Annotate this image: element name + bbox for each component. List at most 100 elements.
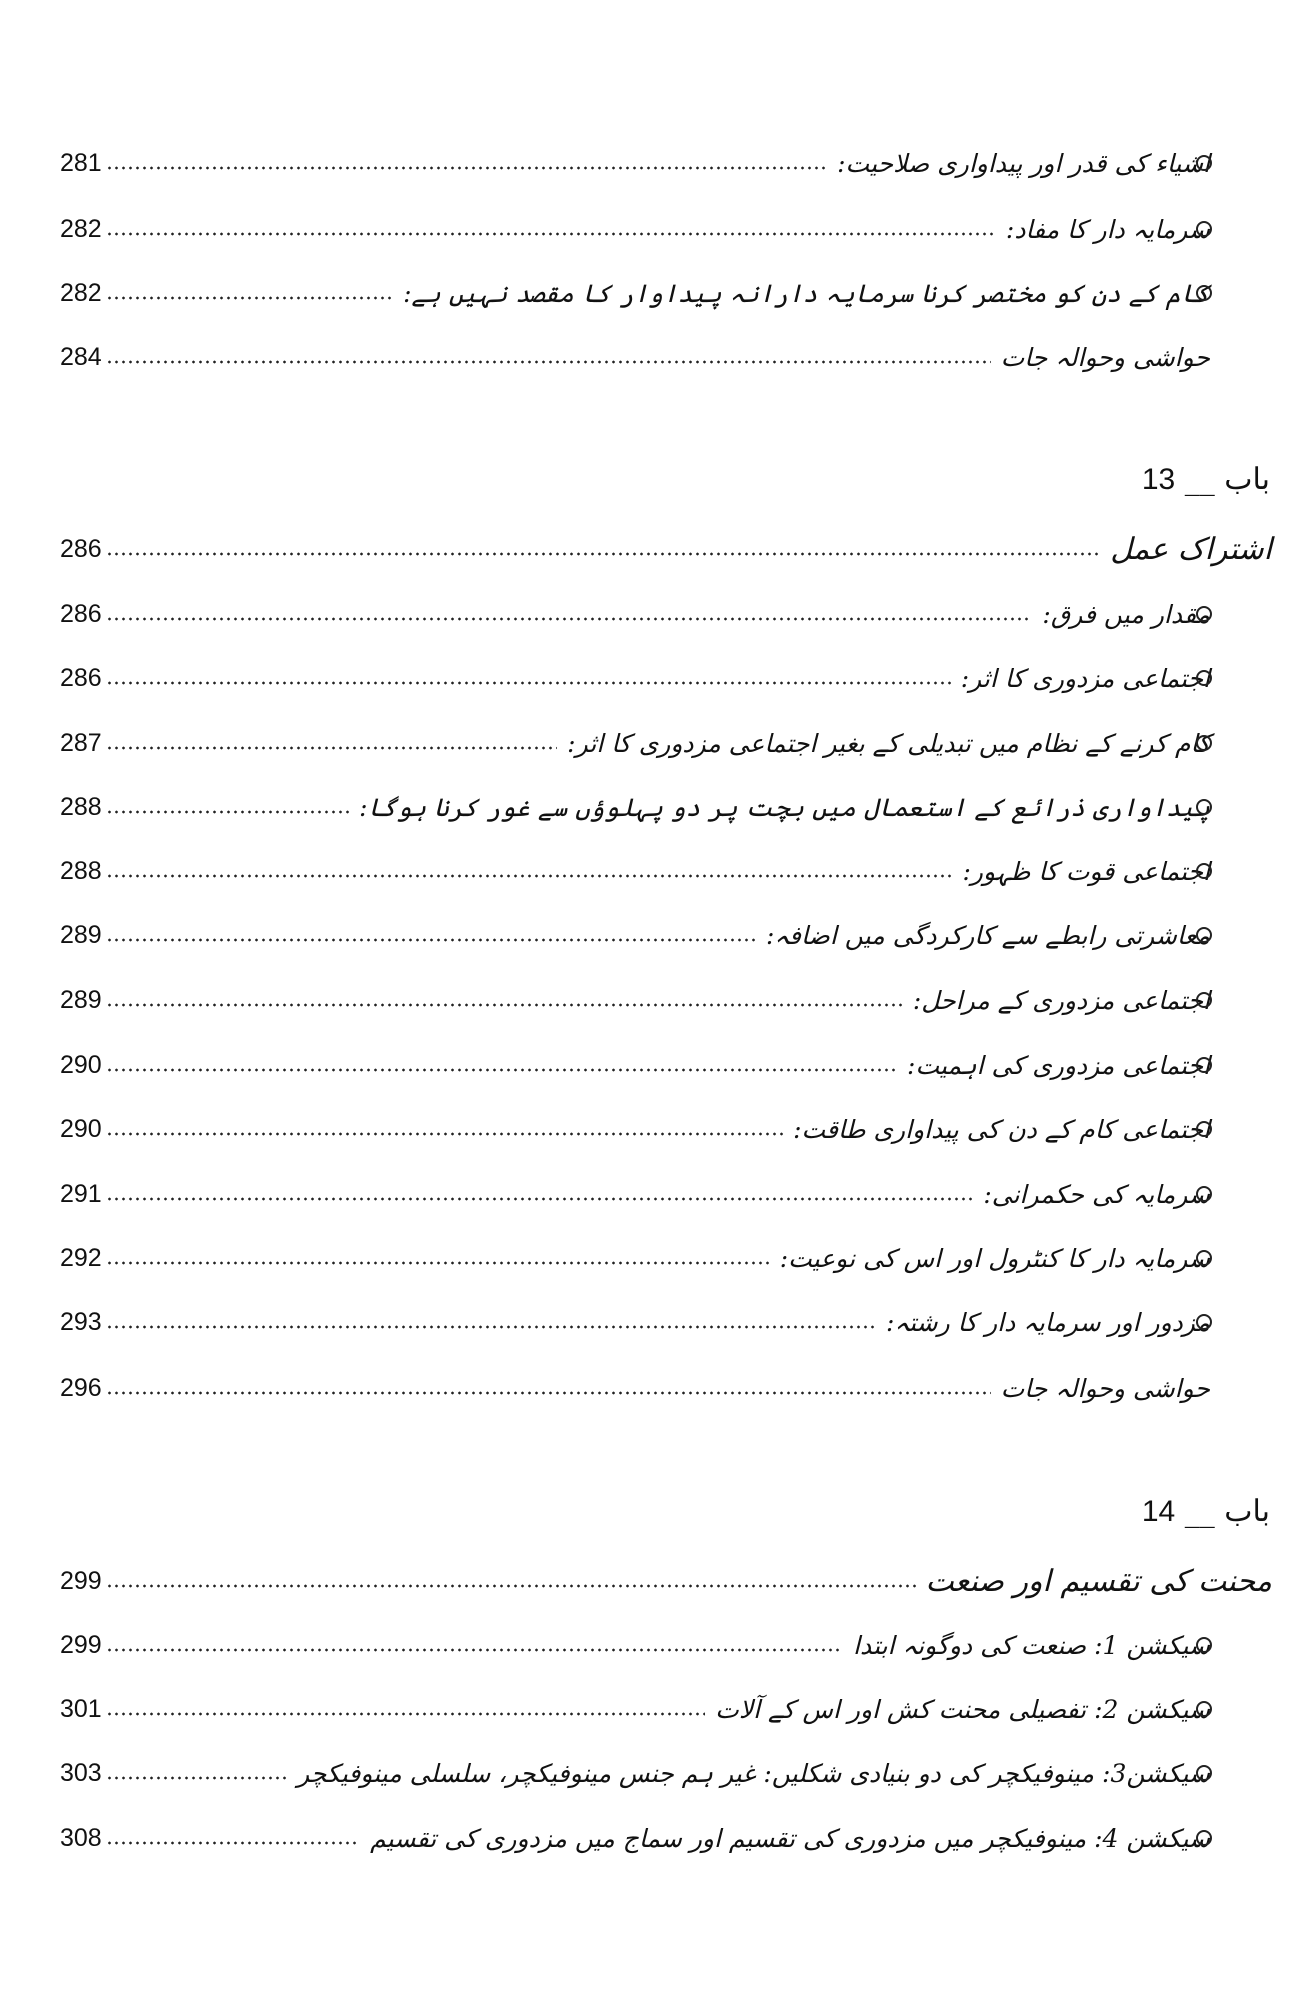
- toc-entry[interactable]: 293 مزدور اور سرمایہ دار کا رشتہ:: [60, 1300, 1210, 1344]
- page-number: 282: [60, 278, 102, 307]
- bullet-circle-icon: [1196, 285, 1212, 301]
- toc-entry[interactable]: 289 معاشرتی رابطے سے کارکردگی میں اضافہ:: [60, 913, 1210, 957]
- toc-entry[interactable]: 282 سرمایہ دار کا مفاد:: [60, 207, 1210, 251]
- toc-entry[interactable]: 281 اشیاء کی قدر اور پیداواری صلاحیت:: [60, 141, 1210, 185]
- entry-title: حواشی وحوالہ جات: [1000, 342, 1210, 372]
- chapter-number: 13: [1141, 463, 1176, 496]
- chapter-title-row[interactable]: 299 محنت کی تقسیم اور صنعت: [60, 1559, 1272, 1603]
- entry-title: محنت کی تقسیم اور صنعت: [925, 1563, 1272, 1599]
- page-number: 281: [60, 148, 102, 177]
- page-number: 289: [60, 920, 102, 949]
- entry-title: معاشرتی رابطے سے کارکردگی میں اضافہ:: [765, 920, 1210, 950]
- dot-leader: [105, 1776, 288, 1780]
- dot-leader: [105, 746, 558, 750]
- chapter-label: باب: [1224, 1494, 1270, 1529]
- toc-entry[interactable]: 301 سیکشن 2: تفصیلی محنت کش اور اس کے آلا…: [60, 1687, 1210, 1731]
- toc-entry[interactable]: 288 اجتماعی قوت کا ظہور:: [60, 849, 1210, 893]
- toc-entry[interactable]: 303 سیکشن3: مینوفیکچر کی دو بنیادی شکلیں:…: [60, 1751, 1210, 1795]
- toc-entry[interactable]: 282 کام کے دن کو مختصر کرنا سرمایہ دارانہ…: [60, 271, 1210, 315]
- dot-leader: [105, 1648, 844, 1652]
- bullet-circle-icon: [1196, 606, 1212, 622]
- page-number: 284: [60, 342, 102, 371]
- dot-leader: [105, 360, 991, 364]
- dot-leader: [105, 1712, 706, 1716]
- dot-leader: [105, 874, 953, 878]
- dot-leader: [105, 938, 756, 942]
- page-number: 299: [60, 1630, 102, 1659]
- page-number: 293: [60, 1307, 102, 1336]
- dot-leader: [105, 1584, 916, 1588]
- toc-entry[interactable]: 286 اجتماعی مزدوری کا اثر:: [60, 656, 1210, 700]
- dot-leader: [105, 1391, 991, 1395]
- toc-entry[interactable]: 296 حواشی وحوالہ جات: [60, 1366, 1210, 1410]
- toc-entry[interactable]: 292 سرمایہ دار کا کنٹرول اور اس کی نوعیت:: [60, 1236, 1210, 1280]
- toc-entry[interactable]: 299 سیکشن 1: صنعت کی دوگونہ ابتدا: [60, 1623, 1210, 1667]
- bullet-circle-icon: [1196, 1121, 1212, 1137]
- page-number: 286: [60, 534, 102, 563]
- chapter-number: 14: [1141, 1495, 1176, 1528]
- dot-leader: [105, 1325, 877, 1329]
- chapter-title-row[interactable]: 286 اشتراک عمل: [60, 527, 1272, 571]
- bullet-circle-icon: [1196, 1057, 1212, 1073]
- entry-title: مقدار میں فرق:: [1042, 599, 1210, 629]
- toc-entry[interactable]: 284 حواشی وحوالہ جات: [60, 335, 1210, 379]
- entry-title: اجتماعی مزدوری کا اثر:: [960, 663, 1210, 693]
- entry-title: سرمایہ کی حکمرانی:: [983, 1179, 1210, 1209]
- dot-leader: [105, 232, 996, 236]
- bullet-circle-icon: [1196, 1637, 1212, 1653]
- page-number: 299: [60, 1566, 102, 1595]
- chapter-heading: باب __ 14: [1141, 1494, 1270, 1529]
- dot-leader: [105, 617, 1033, 621]
- entry-title: پیداواری ذرائع کے استعمال میں بچت پر دو …: [359, 792, 1210, 822]
- entry-title: سیکشن 2: تفصیلی محنت کش اور اس کے آلات: [715, 1694, 1210, 1724]
- page-number: 291: [60, 1179, 102, 1208]
- toc-entry[interactable]: 291 سرمایہ کی حکمرانی:: [60, 1172, 1210, 1216]
- bullet-circle-icon: [1196, 927, 1212, 943]
- toc-entry[interactable]: 287 کام کرنے کے نظام میں تبدیلی کے بغیر ا…: [60, 721, 1210, 765]
- entry-title: سرمایہ دار کا کنٹرول اور اس کی نوعیت:: [779, 1243, 1210, 1273]
- page-number: 292: [60, 1243, 102, 1272]
- entry-title: اجتماعی مزدوری کے مراحل:: [912, 985, 1210, 1015]
- bullet-circle-icon: [1196, 155, 1212, 171]
- page-number: 286: [60, 663, 102, 692]
- entry-title: اشتراک عمل: [1110, 531, 1272, 567]
- entry-title: اجتماعی مزدوری کی اہمیت:: [907, 1050, 1210, 1080]
- toc-entry[interactable]: 290 اجتماعی مزدوری کی اہمیت:: [60, 1043, 1210, 1087]
- dot-leader: [105, 1132, 784, 1136]
- dot-leader: [105, 166, 828, 170]
- toc-entry[interactable]: 308 سیکشن 4: مینوفیکچر میں مزدوری کی تقسی…: [60, 1816, 1210, 1860]
- entry-title: سیکشن 4: مینوفیکچر میں مزدوری کی تقسیم ا…: [370, 1823, 1210, 1853]
- page-number: 290: [60, 1114, 102, 1143]
- dot-leader: [105, 1003, 903, 1007]
- page-number: 288: [60, 792, 102, 821]
- bullet-circle-icon: [1196, 1765, 1212, 1781]
- toc-entry[interactable]: 288 پیداواری ذرائع کے استعمال میں بچت پر …: [60, 785, 1210, 829]
- bullet-circle-icon: [1196, 799, 1212, 815]
- dot-leader: [105, 681, 951, 685]
- dot-leader: [105, 296, 394, 300]
- chapter-heading: باب __ 13: [1141, 462, 1270, 497]
- bullet-circle-icon: [1196, 735, 1212, 751]
- toc-entry[interactable]: 290 اجتماعی کام کے دن کی پیداواری طاقت:: [60, 1107, 1210, 1151]
- page-number: 290: [60, 1050, 102, 1079]
- entry-title: سیکشن 1: صنعت کی دوگونہ ابتدا: [853, 1630, 1210, 1660]
- toc-entry[interactable]: 286 مقدار میں فرق:: [60, 592, 1210, 636]
- entry-title: کام کرنے کے نظام میں تبدیلی کے بغیر اجتم…: [567, 728, 1210, 758]
- bullet-circle-icon: [1196, 1314, 1212, 1330]
- page-number: 301: [60, 1694, 102, 1723]
- entry-title: سیکشن3: مینوفیکچر کی دو بنیادی شکلیں: غی…: [297, 1758, 1210, 1788]
- page-number: 282: [60, 214, 102, 243]
- page-number: 296: [60, 1373, 102, 1402]
- bullet-circle-icon: [1196, 1830, 1212, 1846]
- chapter-label: باب: [1224, 462, 1270, 497]
- entry-title: سرمایہ دار کا مفاد:: [1005, 214, 1210, 244]
- page-number: 308: [60, 1823, 102, 1852]
- bullet-circle-icon: [1196, 1250, 1212, 1266]
- entry-title: حواشی وحوالہ جات: [1000, 1373, 1210, 1403]
- page-number: 287: [60, 728, 102, 757]
- page-number: 288: [60, 856, 102, 885]
- bullet-circle-icon: [1196, 1186, 1212, 1202]
- dot-leader: [105, 1068, 898, 1072]
- dot-leader: [105, 1197, 974, 1201]
- toc-entry[interactable]: 289 اجتماعی مزدوری کے مراحل:: [60, 978, 1210, 1022]
